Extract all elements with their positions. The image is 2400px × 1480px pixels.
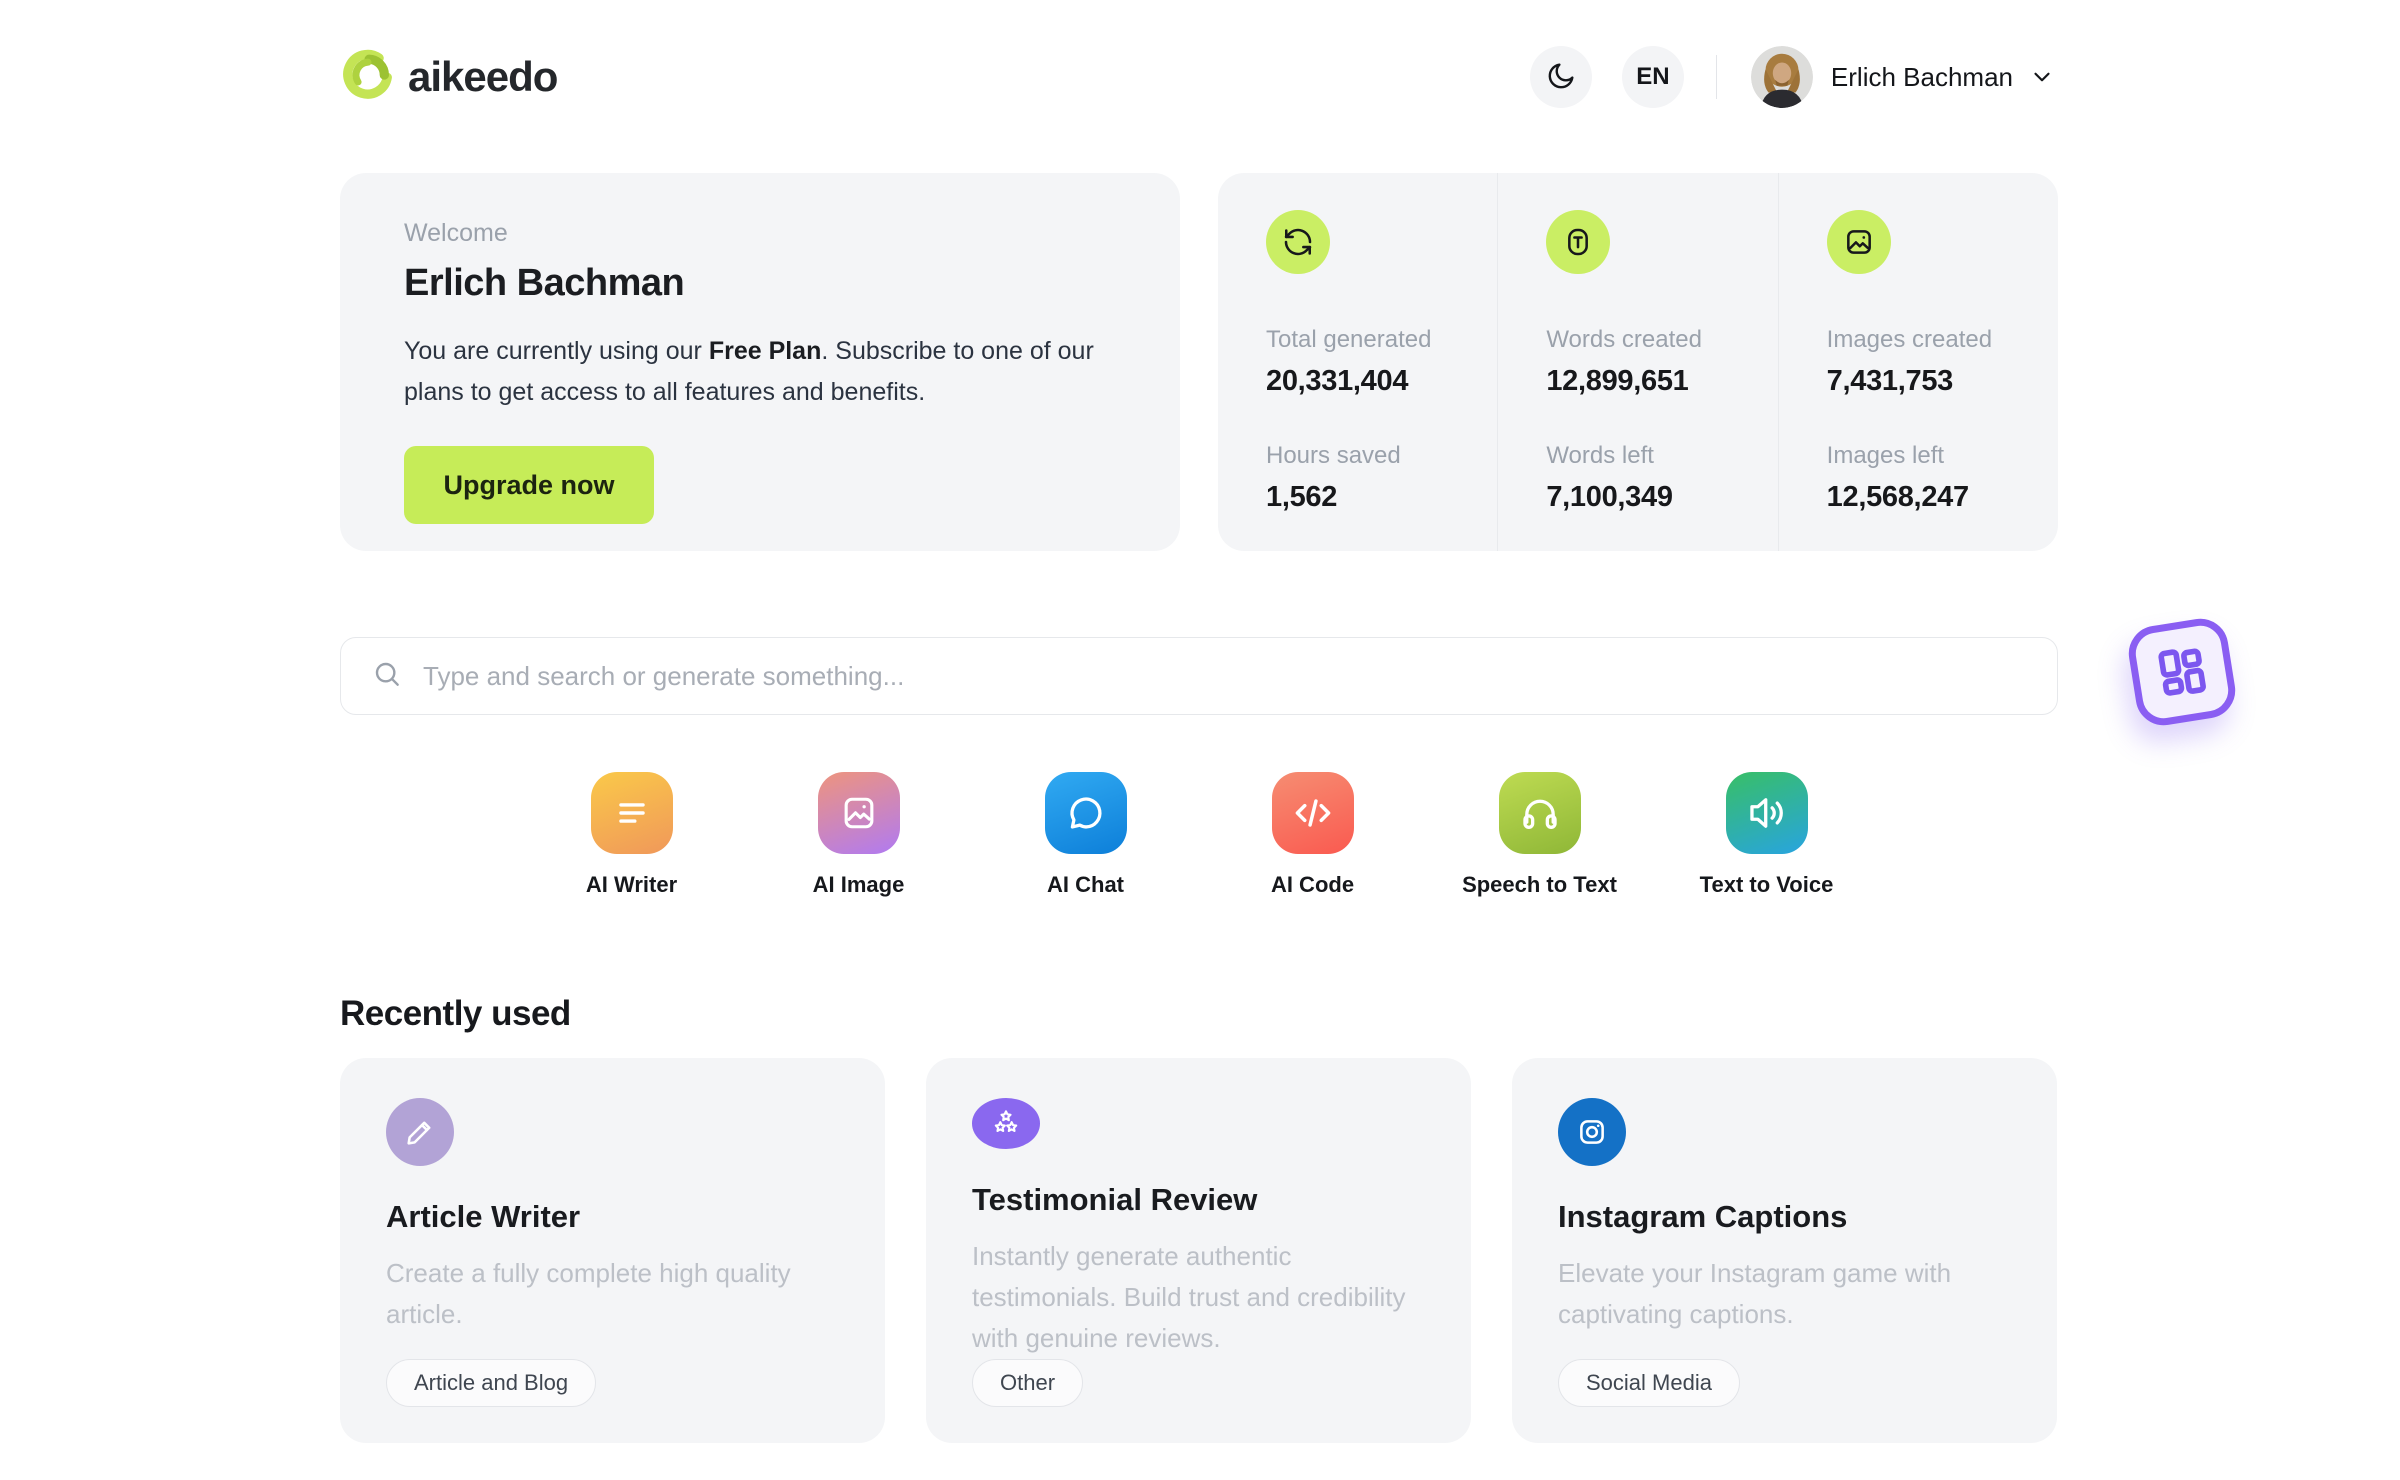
stat-label: Images left (1826, 442, 1945, 469)
upgrade-button[interactable]: Upgrade now (404, 446, 654, 524)
brand-logo-icon (340, 47, 396, 108)
grid-icon (2152, 640, 2212, 704)
header-actions: EN Erlich Bachman (1529, 46, 2055, 108)
search-input[interactable] (423, 660, 2027, 692)
stat-label: Total generated (1266, 326, 1432, 353)
stat-column-generated: Total generated 20,331,404 Hours saved 1… (1218, 173, 1497, 551)
tool-ai-image[interactable]: AI Image (745, 772, 972, 898)
main-content: Welcome Erlich Bachman You are currently… (340, 173, 2058, 1443)
stat-label: Words created (1546, 326, 1702, 353)
recently-used-heading: Recently used (340, 994, 571, 1033)
tool-label: AI Code (1270, 872, 1355, 897)
tool-ai-code[interactable]: AI Code (1199, 772, 1426, 898)
recent-card-title: Article Writer (386, 1199, 581, 1234)
recent-card-tag: Other (972, 1359, 1084, 1407)
tool-text-to-voice[interactable]: Text to Voice (1653, 772, 1880, 898)
tool-label: AI Writer (585, 872, 678, 897)
image-icon (817, 772, 900, 854)
stat-value: 7,100,349 (1546, 481, 1673, 513)
moon-icon (1545, 60, 1577, 95)
tool-label: Speech to Text (1462, 872, 1617, 897)
chat-bubble-icon (1044, 772, 1127, 854)
stat-value: 7,431,753 (1826, 365, 1954, 397)
stat-label: Hours saved (1266, 442, 1401, 469)
code-icon (1271, 772, 1354, 854)
recent-card-description: Instantly generate authentic testimonial… (972, 1240, 1406, 1353)
tool-ai-writer[interactable]: AI Writer (518, 772, 745, 898)
stats-card: Total generated 20,331,404 Hours saved 1… (1218, 173, 2058, 551)
floating-grid-widget[interactable] (2124, 614, 2240, 730)
header: aikeedo EN (0, 0, 2400, 108)
recent-card-testimonial-review[interactable]: Testimonial Review Instantly generate au… (926, 1058, 1471, 1443)
stat-value: 12,899,651 (1546, 365, 1689, 397)
brand-name: aikeedo (408, 53, 558, 100)
headphones-icon (1498, 772, 1581, 854)
recently-used-row: Article Writer Create a fully complete h… (340, 1058, 2058, 1443)
welcome-user-name: Erlich Bachman (404, 262, 685, 304)
tool-speech-to-text[interactable]: Speech to Text (1426, 772, 1653, 898)
instagram-icon (1558, 1098, 1626, 1166)
user-menu[interactable]: Erlich Bachman (1750, 46, 2055, 108)
search-icon (371, 658, 403, 695)
recent-card-tag: Article and Blog (386, 1359, 597, 1407)
stat-value: 12,568,247 (1826, 481, 1969, 513)
stat-label: Images created (1826, 326, 1993, 353)
recent-card-instagram-captions[interactable]: Instagram Captions Elevate your Instagra… (1512, 1058, 2057, 1443)
language-button[interactable]: EN (1621, 46, 1684, 108)
recent-card-title: Testimonial Review (972, 1181, 1258, 1217)
chevron-down-icon (2034, 72, 2050, 82)
search-bar (340, 637, 2058, 715)
stat-value: 20,331,404 (1266, 365, 1409, 397)
tool-label: Text to Voice (1699, 872, 1834, 897)
recent-card-description: Elevate your Instagram game with captiva… (1558, 1258, 1952, 1330)
refresh-icon (1266, 210, 1330, 274)
tool-ai-chat[interactable]: AI Chat (972, 772, 1199, 898)
pencil-icon (386, 1098, 454, 1166)
avatar (1750, 46, 1813, 108)
stars-icon (972, 1098, 1040, 1149)
stat-column-words: Words created 12,899,651 Words left 7,10… (1497, 173, 1777, 551)
stat-label: Words left (1546, 442, 1654, 469)
brand[interactable]: aikeedo (340, 47, 558, 108)
stat-value: 1,562 (1266, 481, 1338, 513)
tool-label: AI Image (812, 872, 905, 897)
plan-name: Free Plan (708, 337, 822, 365)
tool-label: AI Chat (1047, 872, 1124, 897)
stat-column-images: Images created 7,431,753 Images left 12,… (1777, 173, 2058, 551)
recent-card-article-writer[interactable]: Article Writer Create a fully complete h… (340, 1058, 885, 1443)
recent-card-description: Create a fully complete high quality art… (386, 1258, 791, 1330)
recent-card-tag: Social Media (1558, 1359, 1740, 1407)
plan-message: You are currently using our Free Plan. S… (404, 337, 1094, 406)
welcome-label: Welcome (404, 219, 508, 247)
image-icon (1826, 210, 1891, 274)
theme-toggle-button[interactable] (1529, 46, 1592, 108)
header-divider (1715, 55, 1717, 99)
tools-row: AI Writer AI Image AI Chat (518, 772, 1880, 898)
speaker-icon (1725, 772, 1808, 854)
text-lines-icon (590, 772, 673, 854)
text-icon (1546, 210, 1611, 274)
welcome-card: Welcome Erlich Bachman You are currently… (340, 173, 1180, 551)
user-name: Erlich Bachman (1830, 61, 2013, 92)
recent-card-title: Instagram Captions (1558, 1199, 1848, 1234)
